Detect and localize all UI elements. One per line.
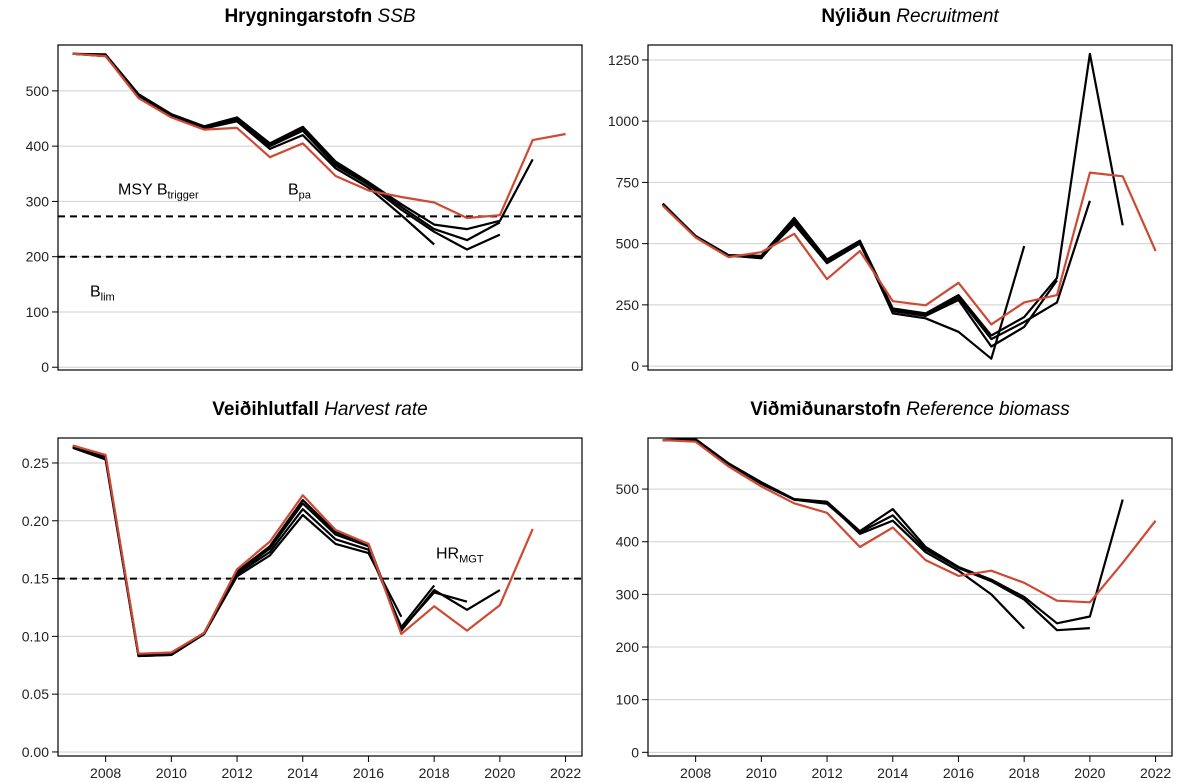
x-tick-label: 2008	[680, 765, 711, 781]
x-tick-label: 2012	[811, 765, 842, 781]
title-sub: SSB	[378, 6, 416, 27]
y-tick-label: 0.05	[22, 686, 49, 702]
y-tick-label: 750	[616, 174, 640, 190]
series-line	[662, 200, 1091, 341]
y-tick-label: 0.25	[22, 455, 49, 471]
y-tick-label: 300	[26, 193, 50, 209]
series-line	[662, 171, 1157, 326]
x-tick-label: 2010	[746, 765, 777, 781]
x-tick-label: 2022	[550, 765, 581, 781]
y-tick-label: 100	[26, 304, 50, 320]
x-tick-label: 2022	[1140, 765, 1171, 781]
y-tick-label: 250	[616, 297, 640, 313]
x-tick-label: 2020	[484, 765, 515, 781]
series-line	[72, 52, 566, 220]
label-main: MSY B	[118, 181, 168, 198]
y-tick-label: 0.10	[22, 628, 49, 644]
x-tick-label: 2020	[1074, 765, 1105, 781]
y-tick-label: 200	[26, 249, 50, 265]
y-tick-label: 500	[616, 481, 640, 497]
series-line	[72, 444, 501, 656]
x-tick-label: 2012	[221, 765, 252, 781]
x-tick-label: 2016	[943, 765, 974, 781]
reference-label: MSY Btrigger	[118, 181, 199, 201]
series-line	[72, 52, 534, 231]
y-tick-label: 400	[616, 534, 640, 550]
y-tick-label: 0.15	[22, 571, 49, 587]
chart-title: Viðmiðunarstofn Reference biomass	[750, 399, 1070, 420]
reference-label: Blim	[90, 284, 115, 304]
series-line	[662, 203, 1026, 360]
y-tick-label: 0.00	[22, 744, 49, 760]
y-tick-label: 200	[616, 639, 640, 655]
y-tick-label: 0	[631, 744, 639, 760]
title-sub: Harvest rate	[324, 399, 427, 420]
title-sub: Recruitment	[896, 6, 999, 27]
plot-frame	[647, 437, 1173, 757]
x-tick-label: 2014	[287, 765, 318, 781]
label-sub: MGT	[459, 554, 484, 566]
title-main: Veiðihlutfall	[212, 399, 319, 420]
x-tick-label: 2014	[877, 765, 908, 781]
series-line	[662, 439, 1157, 604]
y-tick-label: 0	[41, 359, 49, 375]
series-line	[72, 52, 501, 251]
label-sub: pa	[299, 189, 312, 201]
title-main: Nýliðun	[821, 6, 891, 27]
label-sub: trigger	[168, 189, 200, 201]
label-main: HR	[436, 546, 459, 563]
label-main: B	[90, 284, 101, 301]
plot-frame	[647, 44, 1173, 371]
title-sub: Reference biomass	[906, 399, 1070, 420]
label-sub: lim	[101, 292, 115, 304]
x-tick-label: 2018	[1009, 765, 1040, 781]
series-line	[72, 444, 534, 655]
chart-title: Veiðihlutfall Harvest rate	[212, 399, 427, 420]
x-tick-label: 2008	[90, 765, 121, 781]
y-tick-label: 1250	[608, 52, 639, 68]
y-tick-label: 400	[26, 138, 50, 154]
plot-frame	[57, 437, 583, 757]
plot-frame	[57, 44, 583, 371]
y-tick-label: 500	[26, 83, 50, 99]
chart-title: Nýliðun Recruitment	[821, 6, 999, 27]
chart-title: Hrygningarstofn SSB	[224, 6, 415, 27]
y-tick-label: 1000	[608, 113, 639, 129]
series-line	[72, 52, 501, 242]
y-tick-label: 0.20	[22, 513, 49, 529]
title-main: Viðmiðunarstofn	[750, 399, 901, 420]
reference-label: Bpa	[288, 181, 312, 201]
y-tick-label: 500	[616, 236, 640, 252]
series-line	[662, 203, 1058, 348]
y-tick-label: 100	[616, 692, 640, 708]
title-main: Hrygningarstofn	[224, 6, 372, 27]
series-line	[662, 439, 1025, 630]
series-line	[662, 438, 1124, 625]
series-line	[662, 52, 1124, 337]
x-tick-label: 2010	[156, 765, 187, 781]
x-tick-label: 2016	[353, 765, 384, 781]
series-line	[662, 438, 1090, 632]
y-tick-label: 0	[631, 358, 639, 374]
x-tick-label: 2018	[419, 765, 450, 781]
y-tick-label: 300	[616, 586, 640, 602]
series-line	[72, 445, 436, 658]
reference-label: HRMGT	[436, 546, 484, 566]
label-main: B	[288, 181, 299, 198]
